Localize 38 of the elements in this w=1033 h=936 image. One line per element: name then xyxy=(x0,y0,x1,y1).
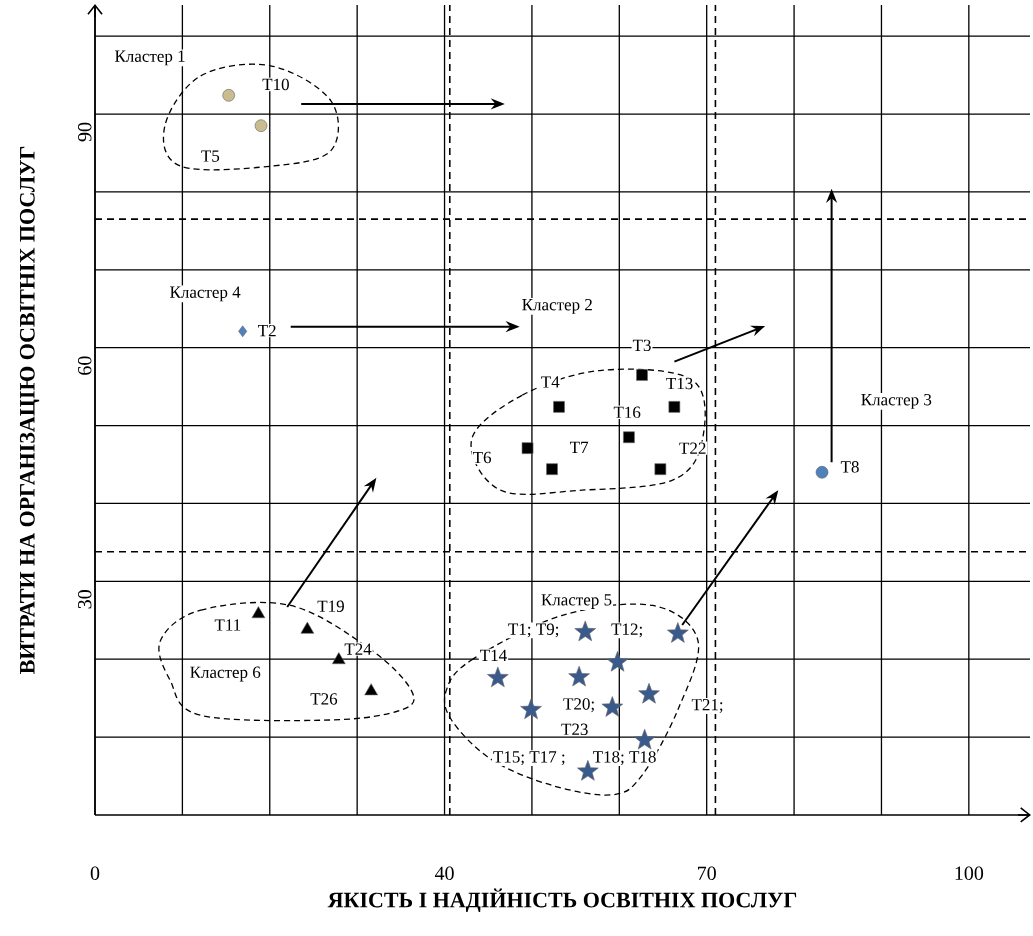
annotation: T13 xyxy=(666,377,693,390)
x-axis-title: ЯКІСТЬ І НАДІЙНІСТЬ ОСВІТНІХ ПОСЛУГ xyxy=(327,888,797,912)
annotation: T23 xyxy=(561,723,588,736)
annotation: T10 xyxy=(262,78,289,91)
annotation: T1; T9; xyxy=(508,623,559,638)
annotation: T3 xyxy=(632,339,651,352)
annotation: T14 xyxy=(480,649,507,661)
y-axis-title: ВИТРАТИ НА ОРГАНІЗАЦІЮ ОСВІТНІХ ПОСЛУГ xyxy=(19,146,40,674)
annotation: Кластер 1 xyxy=(114,50,185,66)
annotation: T4 xyxy=(541,376,560,388)
annotation: T24 xyxy=(344,643,372,655)
x-tick-label: 70 xyxy=(698,866,716,881)
y-tick-label: 90 xyxy=(77,122,92,142)
x-tick-label: 100 xyxy=(955,866,984,881)
annotation: T21; xyxy=(691,699,723,713)
y-tick-label: 30 xyxy=(77,590,92,609)
annotation: Кластер 6 xyxy=(190,666,261,682)
annotation: T20; xyxy=(563,698,594,713)
annotation: T2 xyxy=(258,324,276,337)
annotation: T5 xyxy=(201,150,220,162)
annotation: T18; T18 xyxy=(592,751,656,766)
annotation: Кластер 4 xyxy=(170,286,241,302)
annotation: T15; T17 ; xyxy=(493,751,565,766)
annotation: T8 xyxy=(840,461,859,473)
annotation: T19 xyxy=(317,600,344,612)
annotation: Кластер 3 xyxy=(861,393,932,409)
x-tick-label: 0 xyxy=(90,866,100,881)
annotation: T26 xyxy=(310,693,338,705)
annotation: T11 xyxy=(214,619,241,631)
annotation: T6 xyxy=(472,451,492,464)
annotation: T7 xyxy=(569,441,589,453)
annotation: T16 xyxy=(613,406,641,419)
y-tick-label: 60 xyxy=(77,356,92,375)
annotation: Кластер 5 xyxy=(541,594,612,609)
annotation: T12; xyxy=(611,623,642,638)
annotation: Кластер 2 xyxy=(522,298,592,314)
annotation: T22 xyxy=(679,442,706,454)
x-tick-label: 40 xyxy=(434,866,454,881)
